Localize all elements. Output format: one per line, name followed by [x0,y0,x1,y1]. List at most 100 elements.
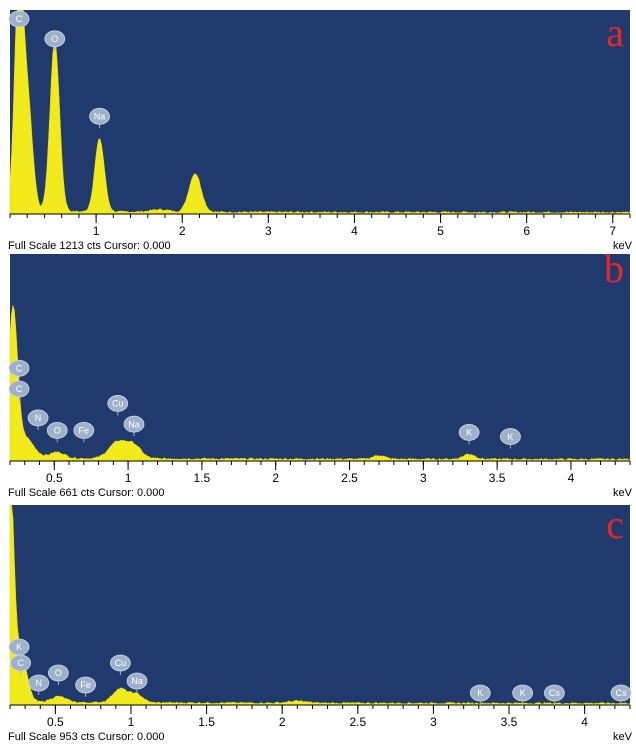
tick-label: 4 [568,471,575,485]
peak-element-label: O [51,34,58,44]
tick-label: 1.5 [198,715,215,729]
tick-label: 1.5 [194,471,211,485]
plot-area [10,254,630,461]
peak-badge [28,674,50,692]
peak-marker: Cu [107,395,129,416]
x-axis-unit-label: keV [613,731,633,743]
peak-marker: K [458,424,480,445]
peak-marker: C [8,10,30,28]
peak-element-label: Na [94,112,106,122]
peak-marker: C [8,359,30,381]
spectrum-series [9,9,631,215]
panel-letter: c [606,502,624,547]
full-scale-readout: Full Scale 1213 cts Cursor: 0.000 [8,240,171,250]
peak-badge [109,654,131,672]
peak-marker: C [8,380,30,401]
peak-badge [458,424,480,441]
peak-element-label: Cs [549,688,560,698]
peak-element-label: C [16,384,23,394]
peak-element-label: N [35,413,42,423]
peak-badge [126,672,148,690]
peak-element-label: K [477,688,483,698]
x-axis-unit-label: keV [613,240,633,250]
peak-marker: Cs [543,684,565,705]
panel-b: 0.5 1 1.5 2 2.5 3 3.5 4 keV Full Scale 661 cts Cu… [8,250,633,499]
tick-label: 3 [265,224,272,238]
peak-badge [75,676,97,694]
peak-badge [44,30,66,48]
peak-element-label: N [35,678,42,688]
peak-marker: K [512,684,534,705]
tick-label: 0.5 [47,715,64,729]
tick-label: 6 [523,224,530,238]
peak-marker: Na [89,107,110,129]
tick-label: 3 [420,471,427,485]
peak-marker: Fe [75,676,97,697]
peak-badge [469,684,491,702]
peak-badge [47,664,69,682]
peak-badge [73,421,95,439]
tick-label: 2 [272,471,279,485]
peak-element-label: K [16,642,22,652]
tick-label: 2 [279,715,286,729]
peak-marker: C [10,654,31,675]
peak-marker: K [500,428,521,449]
full-scale-readout: Full Scale 953 cts Cursor: 0.000 [8,731,165,743]
peak-element-label: O [55,668,62,678]
peak-marker: O [47,664,69,685]
tick-label: 3 [430,715,437,729]
peak-element-label: Na [131,676,143,686]
tick-label: 2 [179,224,186,238]
peak-badge [512,684,534,702]
peak-badge [46,421,68,439]
peak-marker: O [46,421,68,443]
peak-badge [8,10,30,28]
tick-label: 5 [437,224,444,238]
peak-element-label: K [466,428,472,438]
tick-label: 3.5 [489,471,506,485]
tick-label: 2.5 [341,471,358,485]
tick-label: 2.5 [349,715,366,729]
peak-element-label: O [54,426,61,436]
peak-element-label: C [16,363,23,373]
peak-element-label: Cs [616,688,627,698]
spectrum-series [9,305,631,462]
peak-element-label: K [520,688,526,698]
peak-marker: N [27,409,49,430]
tick-label: 7 [609,224,616,238]
peak-element-label: K [507,432,513,442]
tick-label: 4 [581,715,588,729]
panel-a: 1 2 3 4 5 6 7 keV Full Scale 1213 cts Cursor: 0.… [8,9,633,250]
tick-label: 1 [128,715,135,729]
panel-letter: a [606,10,624,55]
peak-marker: Na [123,415,145,437]
tick-label: 3.5 [501,715,518,729]
peak-marker: N [28,674,50,695]
peak-badge [27,409,49,427]
peak-badge [500,428,521,445]
panel-c: 0.5 1 1.5 2 2.5 3 3.5 4 keV Full Scale 953 cts Cu… [8,502,633,743]
x-axis-unit-label: keV [613,487,633,499]
peak-element-label: Fe [80,680,91,690]
peak-marker: Na [126,672,148,693]
peak-badge [89,107,110,125]
spectrum-series [9,504,631,706]
peak-badge [8,380,30,398]
tick-label: 0.5 [46,471,63,485]
peak-badge [610,684,632,702]
plot-area [10,505,630,705]
peak-badge [8,359,30,377]
peak-element-label: Na [128,419,140,429]
peak-element-label: C [17,658,24,668]
peak-badge [123,415,145,433]
panel-letter: b [604,250,624,291]
peak-badge [543,684,565,702]
peak-marker: K [469,684,491,705]
tick-label: 4 [351,224,358,238]
plot-area [10,10,630,214]
tick-label: 1 [93,224,100,238]
peak-element-label: Cu [115,658,127,668]
peak-badge [10,654,31,672]
full-scale-readout: Full Scale 661 cts Cursor: 0.000 [8,487,165,499]
